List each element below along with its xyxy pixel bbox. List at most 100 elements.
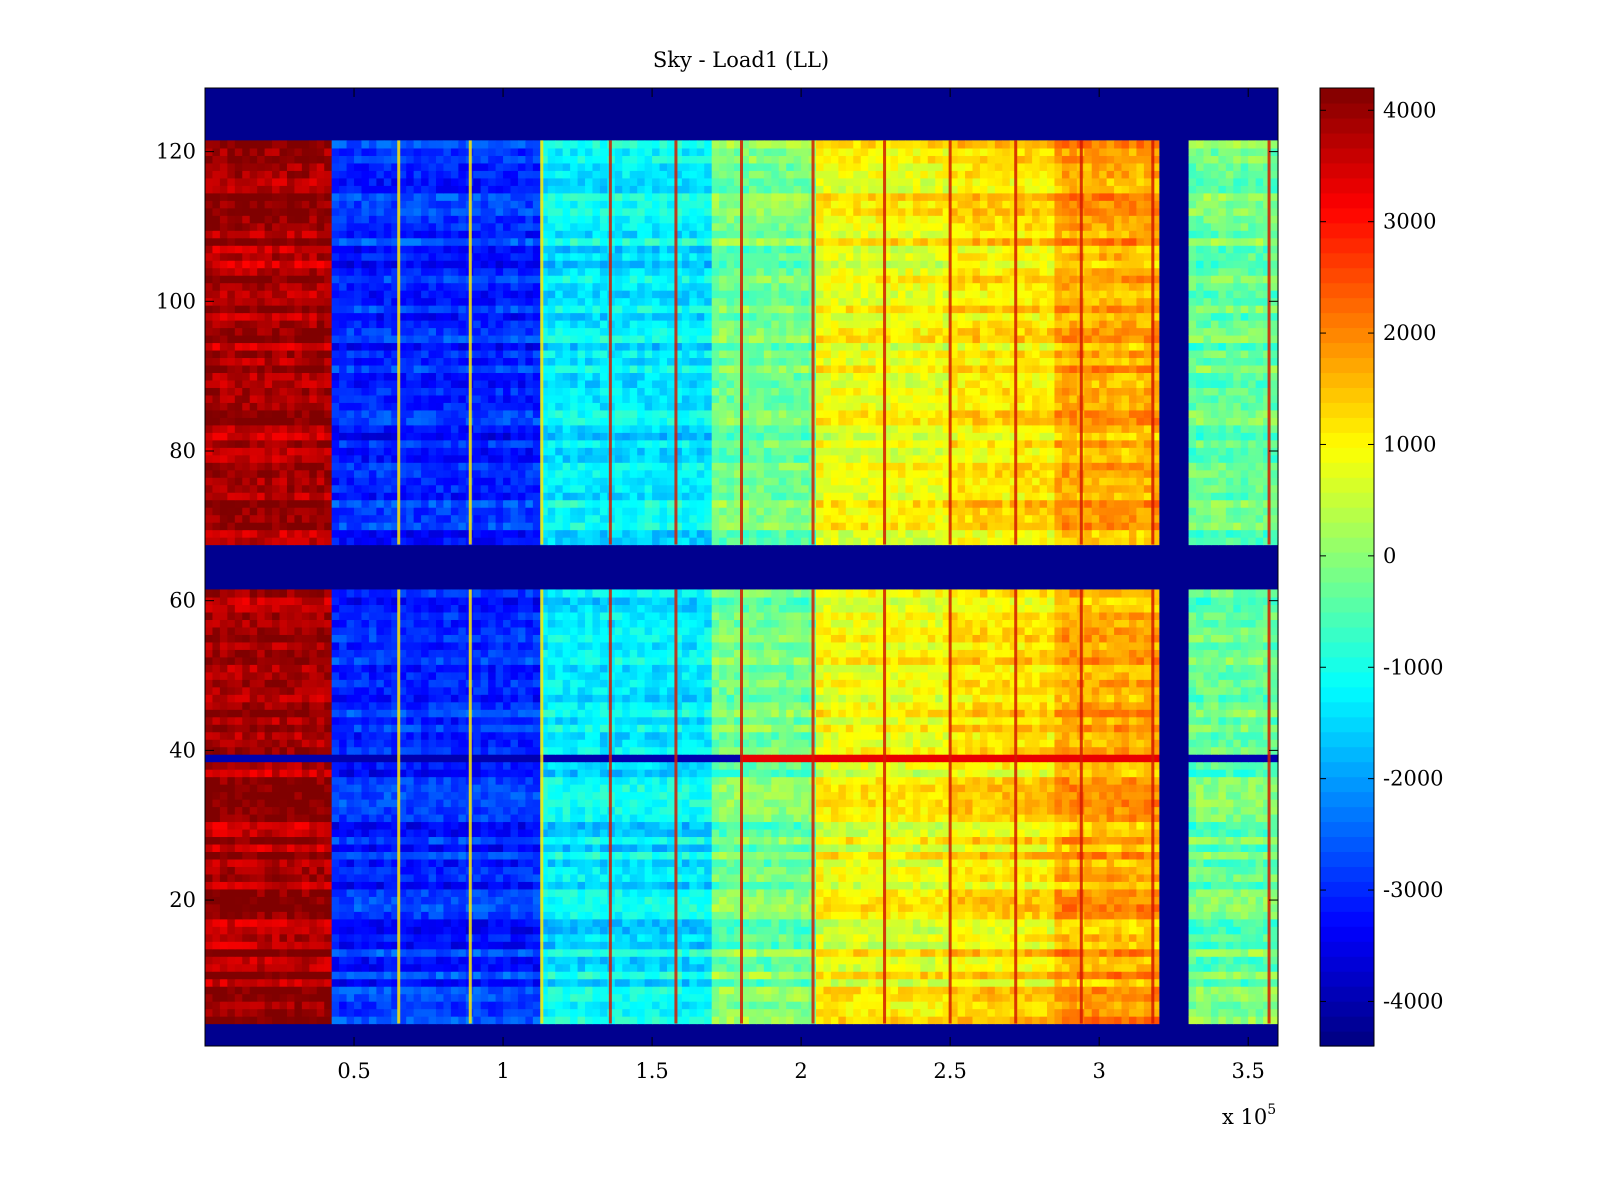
heatmap-cell xyxy=(480,873,489,882)
heatmap-cell xyxy=(719,806,728,815)
heatmap-cell xyxy=(1196,918,1205,927)
heatmap-cell xyxy=(1061,971,1070,980)
heatmap-cell xyxy=(510,858,519,867)
heatmap-cell xyxy=(555,933,564,942)
heatmap-cell xyxy=(637,918,646,927)
heatmap-cell xyxy=(875,761,884,770)
heatmap-cell xyxy=(585,941,594,950)
heatmap-cell xyxy=(517,888,527,897)
heatmap-cell xyxy=(205,963,214,972)
heatmap-cell xyxy=(532,986,541,995)
heatmap-cell xyxy=(778,858,787,867)
heatmap-cell xyxy=(1225,1001,1234,1010)
heatmap-cell xyxy=(205,948,214,957)
heatmap-cell xyxy=(473,903,482,912)
heatmap-cell xyxy=(853,963,862,972)
heatmap-cell xyxy=(368,806,377,815)
heatmap-cell xyxy=(719,948,728,957)
heatmap-cell xyxy=(830,941,839,950)
heatmap-cell xyxy=(644,941,653,950)
heatmap-cell xyxy=(599,993,608,1002)
heatmap-cell xyxy=(1009,828,1018,838)
heatmap-cell xyxy=(361,858,370,867)
heatmap-cell xyxy=(562,993,571,1002)
heatmap-cell xyxy=(599,858,608,867)
heatmap-cell xyxy=(450,836,459,845)
heatmap-cell xyxy=(801,769,810,778)
heatmap-cell xyxy=(1002,813,1011,823)
heatmap-cell xyxy=(652,791,661,800)
heatmap-cell xyxy=(1136,851,1145,860)
heatmap-cell xyxy=(286,911,296,920)
heatmap-cell xyxy=(659,784,668,793)
heatmap-cell xyxy=(324,776,333,785)
heatmap-cell xyxy=(1084,881,1093,890)
heatmap-cell xyxy=(1047,911,1056,920)
heatmap-cell xyxy=(1196,948,1205,957)
heatmap-cell xyxy=(503,769,512,778)
heatmap-cell xyxy=(1114,769,1123,778)
heatmap-cell xyxy=(830,933,839,942)
heatmap-cell xyxy=(778,866,787,875)
heatmap-cell xyxy=(547,754,556,763)
heatmap-cell xyxy=(704,993,713,1002)
heatmap-cell xyxy=(279,821,288,830)
heatmap-cell xyxy=(234,851,243,860)
heatmap-cell xyxy=(1196,941,1205,950)
heatmap-cell xyxy=(443,761,452,770)
heatmap-cell xyxy=(719,918,728,927)
heatmap-cell xyxy=(488,926,497,935)
heatmap-cell xyxy=(413,881,422,890)
heatmap-cell xyxy=(950,911,959,920)
heatmap-cell xyxy=(517,971,527,980)
heatmap-cell xyxy=(503,851,512,860)
heatmap-cell xyxy=(1069,896,1078,905)
heatmap-cell xyxy=(1263,911,1272,920)
heatmap-cell xyxy=(1210,769,1219,778)
heatmap-cell xyxy=(853,933,862,942)
heatmap-cell xyxy=(622,836,631,845)
heatmap-cell xyxy=(309,836,318,845)
heatmap-cell xyxy=(734,941,743,950)
heatmap-cell xyxy=(629,791,638,800)
heatmap-cell xyxy=(637,828,646,838)
heatmap-cell xyxy=(279,918,288,927)
heatmap-cell xyxy=(748,784,757,793)
heatmap-cell xyxy=(771,971,780,980)
heatmap-cell xyxy=(421,881,430,890)
heatmap-cell xyxy=(681,933,690,942)
heatmap-cell xyxy=(205,911,214,920)
heatmap-cell xyxy=(383,873,392,882)
heatmap-cell xyxy=(1121,1008,1130,1017)
heatmap-cell xyxy=(1225,828,1234,838)
heatmap-cell xyxy=(435,971,445,980)
heatmap-cell xyxy=(1143,761,1152,770)
heatmap-cell xyxy=(368,956,377,965)
heatmap-cell xyxy=(711,948,720,957)
heatmap-cell xyxy=(1002,896,1011,905)
heatmap-cell xyxy=(212,881,221,890)
heatmap-cell xyxy=(517,1016,527,1025)
heatmap-cell xyxy=(585,866,594,875)
heatmap-cell xyxy=(1233,978,1242,987)
heatmap-cell xyxy=(965,843,974,852)
heatmap-cell xyxy=(354,963,363,972)
heatmap-cell xyxy=(652,784,661,793)
heatmap-cell xyxy=(480,813,489,823)
heatmap-cell xyxy=(644,881,653,890)
heatmap-cell xyxy=(1136,761,1145,770)
heatmap-cell xyxy=(473,1001,482,1010)
heatmap-cell xyxy=(719,828,728,838)
heatmap-cell xyxy=(562,754,571,763)
heatmap-cell xyxy=(406,791,415,800)
heatmap-cell xyxy=(339,769,348,778)
heatmap-cell xyxy=(234,806,243,815)
heatmap-cell xyxy=(458,1016,467,1025)
heatmap-cell xyxy=(987,948,996,957)
heatmap-cell xyxy=(503,1008,512,1017)
heatmap-cell xyxy=(771,843,780,852)
heatmap-cell xyxy=(1196,978,1205,987)
heatmap-cell xyxy=(354,903,363,912)
heatmap-cell xyxy=(555,896,564,905)
heatmap-cell xyxy=(249,993,258,1002)
